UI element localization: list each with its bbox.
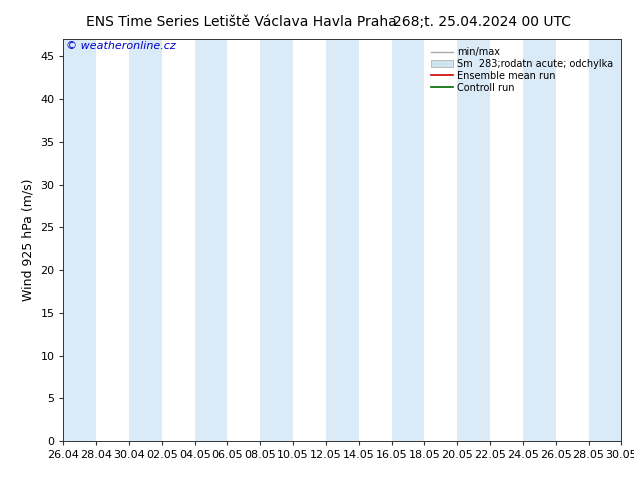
Y-axis label: Wind 925 hPa (m/s): Wind 925 hPa (m/s) <box>22 179 35 301</box>
Bar <box>523 39 555 441</box>
Bar <box>129 39 162 441</box>
Bar <box>261 39 293 441</box>
Text: ENS Time Series Letiště Václava Havla Praha: ENS Time Series Letiště Václava Havla Pr… <box>86 15 396 29</box>
Bar <box>392 39 424 441</box>
Text: 268;t. 25.04.2024 00 UTC: 268;t. 25.04.2024 00 UTC <box>393 15 571 29</box>
Legend: min/max, Sm  283;rodatn acute; odchylka, Ensemble mean run, Controll run: min/max, Sm 283;rodatn acute; odchylka, … <box>428 44 616 96</box>
Bar <box>457 39 490 441</box>
Bar <box>195 39 228 441</box>
Text: © weatheronline.cz: © weatheronline.cz <box>66 41 176 51</box>
Bar <box>63 39 96 441</box>
Bar <box>588 39 621 441</box>
Bar <box>326 39 359 441</box>
